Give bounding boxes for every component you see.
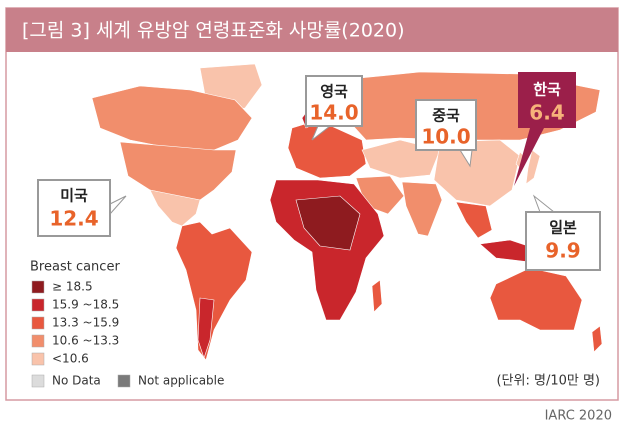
callout-korea: 한국 6.4 — [514, 72, 576, 186]
callout-country: 미국 — [60, 187, 88, 205]
callout-box — [305, 75, 363, 127]
callout-china: 중국 10.0 — [415, 99, 477, 168]
callout-box — [415, 99, 477, 151]
legend: Breast cancer ≥ 18.5 15.9 ~18.5 13.3 ~15.9… — [30, 260, 224, 388]
callout-value: 6.4 — [529, 101, 564, 125]
callout-country: 중국 — [432, 107, 460, 125]
callout-value: 9.9 — [545, 239, 580, 263]
callout-value: 10.0 — [421, 125, 470, 149]
usa — [119, 141, 237, 201]
india — [401, 181, 443, 237]
legend-swatch — [31, 334, 45, 348]
callout-value: 14.0 — [309, 101, 358, 125]
legend-label: ≥ 18.5 — [52, 280, 93, 294]
new-zealand — [591, 325, 603, 353]
se-asia — [455, 201, 493, 239]
callout-country: 한국 — [533, 81, 561, 99]
source: IARC 2020 — [545, 409, 612, 424]
callout-uk: 영국 14.0 — [305, 75, 363, 141]
legend-swatch — [31, 280, 45, 294]
legend-swatch — [117, 374, 131, 388]
callout-box — [37, 179, 111, 237]
legend-label: Not applicable — [138, 374, 224, 388]
callout-usa: 미국 12.4 — [37, 179, 127, 237]
callouts: 미국 12.4 영국 14.0 중국 10.0 한국 6.4 일본 9.9 — [37, 72, 601, 271]
callout-tail — [514, 128, 544, 186]
legend-label: 13.3 ~15.9 — [52, 316, 119, 330]
canada — [91, 85, 253, 151]
callout-country: 영국 — [320, 83, 348, 101]
legend-label: No Data — [52, 374, 101, 388]
australia — [489, 267, 583, 331]
callout-box — [518, 72, 576, 128]
callout-value: 12.4 — [49, 207, 98, 231]
south-america — [175, 221, 253, 361]
legend-label: <10.6 — [52, 352, 89, 366]
madagascar — [371, 279, 383, 313]
legend-label: 10.6 ~13.3 — [52, 334, 119, 348]
legend-swatch — [31, 374, 45, 388]
central-africa — [295, 195, 361, 251]
callout-country: 일본 — [549, 219, 577, 237]
legend-label: 15.9 ~18.5 — [52, 298, 119, 312]
title-bar — [6, 8, 618, 52]
argentina — [197, 297, 215, 359]
china — [433, 139, 521, 207]
legend-swatch — [31, 298, 45, 312]
legend-swatch — [31, 316, 45, 330]
japan — [525, 149, 541, 185]
unit-note: (단위: 명/10만 명) — [496, 374, 600, 389]
title: [그림 3] 세계 유방암 연령표준화 사망률(2020) — [22, 20, 405, 42]
legend-title: Breast cancer — [30, 260, 120, 275]
legend-swatch — [31, 352, 45, 366]
callout-japan: 일본 9.9 — [525, 194, 601, 271]
callout-box — [525, 211, 601, 271]
